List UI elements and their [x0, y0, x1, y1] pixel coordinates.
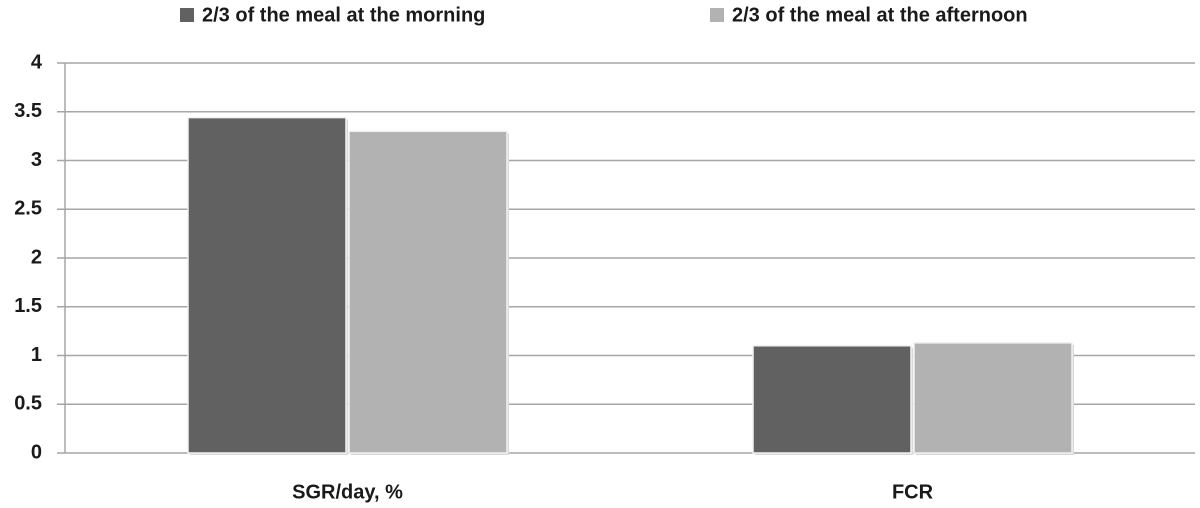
- y-tick-label: 0: [31, 441, 42, 463]
- x-tick-label: FCR: [892, 481, 934, 503]
- y-tick-label: 3.5: [14, 100, 42, 122]
- bar: [752, 345, 912, 454]
- legend-label: 2/3 of the meal at the morning: [202, 4, 485, 26]
- x-tick-label: SGR/day, %: [292, 481, 403, 503]
- legend-swatch: [180, 8, 194, 22]
- y-tick-label: 2.5: [14, 198, 42, 220]
- y-tick-label: 4: [31, 51, 43, 73]
- legend-label: 2/3 of the meal at the afternoon: [732, 4, 1028, 26]
- y-tick-label: 1: [31, 344, 42, 366]
- bar: [187, 116, 347, 454]
- y-tick-label: 2: [31, 246, 42, 268]
- y-tick-label: 0.5: [14, 393, 42, 415]
- y-tick-label: 3: [31, 149, 42, 171]
- y-tick-label: 1.5: [14, 295, 42, 317]
- legend-swatch: [710, 8, 724, 22]
- bar: [348, 130, 508, 454]
- bar: [913, 342, 1073, 454]
